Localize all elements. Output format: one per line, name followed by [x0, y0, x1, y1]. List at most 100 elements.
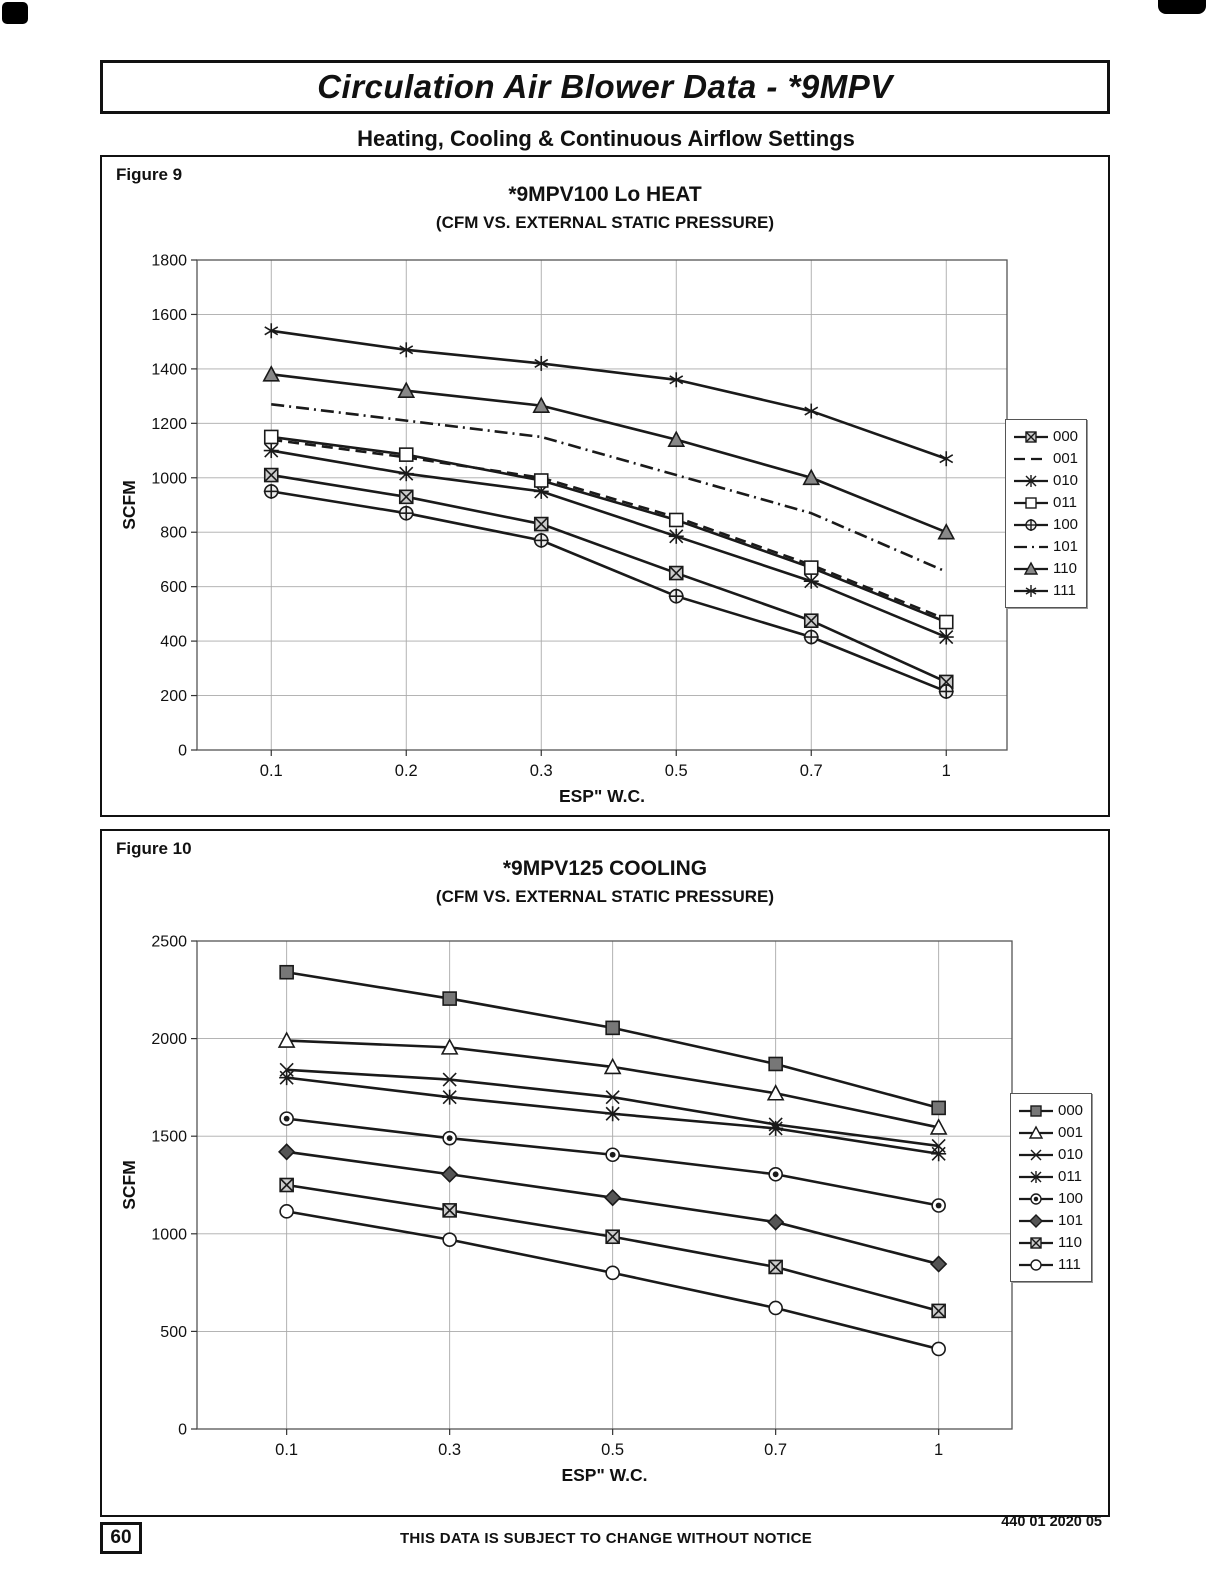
legend-marker-dashed-icon — [1014, 457, 1048, 460]
legend-label: 010 — [1058, 1146, 1084, 1163]
figure-10-label: Figure 10 — [116, 839, 192, 858]
series-110 — [271, 373, 947, 534]
legend-marker-asterisk-icon — [1014, 584, 1048, 597]
svg-text:1000: 1000 — [151, 470, 187, 487]
page-number: 60 — [110, 1527, 132, 1548]
series-100 — [271, 490, 947, 693]
svg-text:600: 600 — [160, 579, 187, 596]
legend-label: 111 — [1058, 1256, 1081, 1273]
legend-label: 001 — [1058, 1124, 1084, 1141]
legend-marker-star-icon — [1019, 1170, 1053, 1183]
legend-label: 000 — [1053, 428, 1079, 445]
legend-item-100: 100 — [1017, 1188, 1083, 1209]
figure-10-line-chart: 0 500 1000 1500 2000 2500 0.1 0.3 0.5 0.7 1 ESP" W.… — [119, 934, 1013, 1485]
series-010 — [271, 449, 947, 639]
figure-9-legend: 000 001 010 011 100 101 110 111 — [1005, 419, 1088, 608]
legend-item-001: 001 — [1017, 1122, 1083, 1143]
svg-text:0.1: 0.1 — [275, 1441, 298, 1459]
legend-marker-triangle-open-icon — [1019, 1125, 1053, 1139]
legend-item-101: 101 — [1012, 536, 1078, 557]
series-001 — [271, 438, 947, 621]
figure-9-line-chart: 0 200 400 600 800 1000 1200 1400 1600 1800 0.1 0.2 0… — [119, 253, 1008, 805]
legend-item-000: 000 — [1017, 1100, 1083, 1121]
svg-text:2000: 2000 — [151, 1031, 187, 1048]
svg-text:1400: 1400 — [151, 361, 187, 378]
legend-label: 011 — [1053, 494, 1077, 511]
svg-text:500: 500 — [160, 1324, 187, 1341]
svg-text:0.7: 0.7 — [800, 762, 823, 780]
header-banner: Circulation Air Blower Data - *9MPV — [100, 60, 1110, 114]
svg-text:1500: 1500 — [151, 1129, 187, 1146]
svg-text:0: 0 — [178, 1422, 187, 1439]
figure-9-panel: Figure 9 *9MPV100 Lo HEAT (CFM VS. EXTER… — [100, 155, 1110, 817]
series-111 — [271, 329, 947, 460]
legend-item-111: 111 — [1017, 1254, 1083, 1275]
legend-marker-diamond-icon — [1019, 1213, 1053, 1228]
legend-item-110: 110 — [1012, 558, 1078, 579]
legend-marker-x-icon — [1019, 1149, 1053, 1160]
figure-10-panel: Figure 10 *9MPV125 COOLING (CFM VS. EXTE… — [100, 829, 1110, 1517]
figure-9-chart-title: *9MPV100 Lo HEAT — [508, 183, 702, 206]
legend-label: 101 — [1053, 538, 1079, 555]
legend-marker-circle-plus-icon — [1014, 518, 1048, 531]
legend-label: 101 — [1058, 1212, 1084, 1229]
svg-text:1: 1 — [934, 1441, 943, 1459]
page-number-box: 60 — [100, 1522, 142, 1554]
figure-9-label: Figure 9 — [116, 165, 183, 184]
x-axis-label: ESP" W.C. — [559, 786, 645, 805]
series-000 — [271, 473, 947, 684]
document-code: 440 01 2020 05 — [1001, 1514, 1102, 1530]
svg-text:0.7: 0.7 — [764, 1441, 787, 1459]
figure-10-chart-title: *9MPV125 COOLING — [502, 857, 708, 880]
legend-label: 110 — [1058, 1234, 1082, 1251]
footer-notice: THIS DATA IS SUBJECT TO CHANGE WITHOUT N… — [399, 1530, 813, 1547]
legend-item-011: 011 — [1012, 492, 1078, 513]
legend-label: 110 — [1053, 560, 1077, 577]
legend-item-011: 011 — [1017, 1166, 1083, 1187]
series-011 — [271, 435, 947, 624]
legend-item-010: 010 — [1012, 470, 1078, 491]
legend-marker-circle-dot-icon — [1019, 1192, 1053, 1205]
svg-text:400: 400 — [160, 634, 187, 651]
y-axis-label: SCFM — [119, 480, 139, 530]
figure-10-chart-subtitle: (CFM VS. EXTERNAL STATIC PRESSURE) — [435, 887, 775, 906]
svg-text:0.3: 0.3 — [438, 1441, 461, 1459]
legend-label: 100 — [1053, 516, 1079, 533]
legend-label: 011 — [1058, 1168, 1082, 1185]
svg-text:0.3: 0.3 — [530, 762, 553, 780]
scan-artifact-top-right — [1158, 0, 1206, 14]
figure-9-chart-subtitle: (CFM VS. EXTERNAL STATIC PRESSURE) — [435, 213, 775, 232]
x-axis-label: ESP" W.C. — [561, 1465, 647, 1485]
svg-text:0.2: 0.2 — [395, 762, 418, 780]
legend-marker-star-icon — [1014, 474, 1048, 487]
legend-marker-triangle-icon — [1014, 561, 1048, 575]
legend-item-110: 110 — [1017, 1232, 1083, 1253]
legend-marker-square-icon — [1014, 496, 1048, 509]
svg-text:1600: 1600 — [151, 307, 187, 324]
page-subtitle: Heating, Cooling & Continuous Airflow Se… — [357, 126, 855, 151]
svg-text:200: 200 — [160, 688, 187, 705]
svg-text:800: 800 — [160, 525, 187, 542]
legend-label: 111 — [1053, 582, 1076, 599]
legend-item-111: 111 — [1012, 580, 1078, 601]
svg-text:1200: 1200 — [151, 416, 187, 433]
figure-10-legend: 000 001 010 011 100 101 110 111 — [1010, 1093, 1093, 1282]
svg-text:0.5: 0.5 — [601, 1441, 624, 1459]
svg-text:1: 1 — [942, 762, 951, 780]
legend-item-001: 001 — [1012, 448, 1078, 469]
legend-label: 000 — [1058, 1102, 1084, 1119]
legend-marker-square-x-icon — [1014, 430, 1048, 443]
legend-item-101: 101 — [1017, 1210, 1083, 1231]
svg-text:0.5: 0.5 — [665, 762, 688, 780]
svg-text:2500: 2500 — [151, 934, 187, 951]
svg-text:1000: 1000 — [151, 1226, 187, 1243]
legend-item-100: 100 — [1012, 514, 1078, 535]
legend-marker-circle-icon — [1019, 1258, 1053, 1271]
y-axis-label: SCFM — [119, 1160, 139, 1210]
series-101 — [271, 402, 947, 573]
legend-label: 100 — [1058, 1190, 1084, 1207]
legend-label: 010 — [1053, 472, 1079, 489]
scan-artifact-top-left — [2, 2, 28, 24]
legend-label: 001 — [1053, 450, 1079, 467]
svg-text:0: 0 — [178, 743, 187, 760]
